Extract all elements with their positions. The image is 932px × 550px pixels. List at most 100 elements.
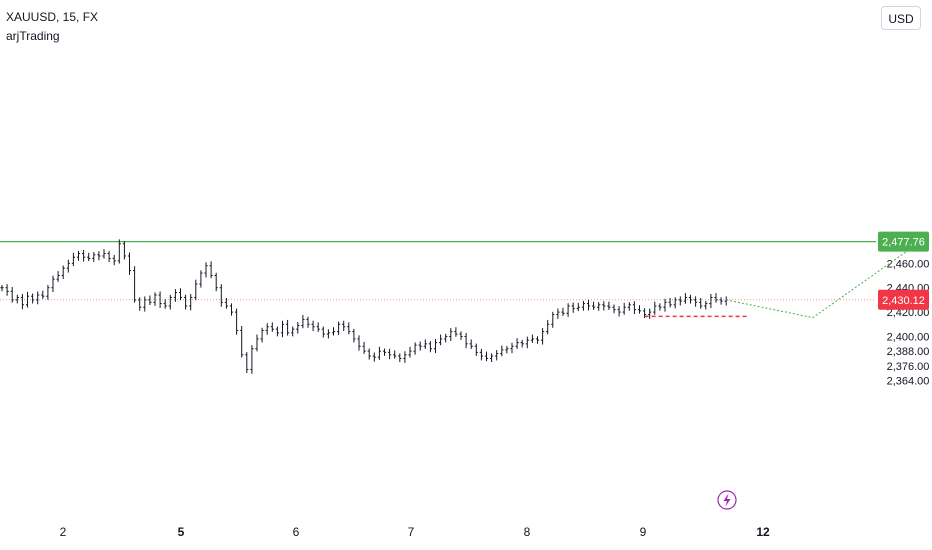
candle <box>704 300 708 310</box>
candle <box>525 336 529 349</box>
candle <box>127 252 132 276</box>
candle <box>372 352 376 362</box>
candle <box>546 319 550 335</box>
candle <box>388 348 392 360</box>
candle <box>219 284 223 307</box>
candle <box>474 343 478 356</box>
symbol-title[interactable]: XAUUSD, 15, FX <box>6 10 99 24</box>
candle <box>36 291 40 305</box>
candle <box>648 308 652 319</box>
candle <box>291 326 295 337</box>
x-tick-label: 7 <box>408 525 415 539</box>
candle <box>122 241 126 260</box>
price-axis[interactable]: 2,460.002,440.002,420.002,400.002,388.00… <box>887 258 930 387</box>
candle <box>250 345 254 374</box>
candle <box>479 348 483 361</box>
candle <box>224 297 228 309</box>
candle <box>352 328 356 343</box>
candle <box>82 250 86 262</box>
candle <box>337 321 341 336</box>
current-price-tag-box <box>878 289 929 310</box>
candle <box>265 323 269 335</box>
candle <box>454 327 458 337</box>
candle <box>658 303 662 311</box>
candle <box>347 322 351 335</box>
candle <box>311 320 315 332</box>
candle <box>433 339 438 354</box>
candle <box>581 300 585 311</box>
time-axis[interactable]: 2 5 6 7 8 9 12 <box>60 525 770 539</box>
candle <box>719 297 723 305</box>
candle <box>331 327 336 336</box>
candle <box>459 331 463 341</box>
candle <box>46 285 50 300</box>
candle <box>576 302 580 312</box>
y-tick-label: 2,376.00 <box>887 361 930 373</box>
current-price-tag-text: 2,430.12 <box>882 295 925 307</box>
candle <box>357 335 361 351</box>
candle <box>561 307 565 317</box>
candle <box>678 296 682 306</box>
candle <box>627 302 631 311</box>
candle <box>586 300 591 311</box>
candle <box>20 293 24 310</box>
candle <box>683 293 687 304</box>
candle <box>643 308 647 319</box>
candle <box>541 328 545 345</box>
candle <box>15 294 19 304</box>
candle <box>245 352 249 373</box>
candle <box>694 296 698 307</box>
candle <box>403 351 407 363</box>
candle <box>668 297 672 308</box>
candle <box>500 345 504 357</box>
x-tick-label: 2 <box>60 525 67 539</box>
candle <box>87 252 91 262</box>
candle <box>204 262 208 278</box>
y-tick-label: 2,388.00 <box>887 346 930 358</box>
candle <box>148 295 152 306</box>
candle <box>31 293 35 304</box>
candle <box>699 297 703 309</box>
candle <box>515 338 519 349</box>
candle <box>484 351 489 362</box>
candle <box>709 293 713 308</box>
candle <box>107 250 111 262</box>
candle <box>280 320 285 338</box>
candle <box>209 261 213 279</box>
candle <box>418 341 422 351</box>
candle <box>510 342 514 354</box>
candle <box>342 320 346 332</box>
candle <box>556 308 560 319</box>
lightning-icon[interactable] <box>717 490 737 510</box>
candle <box>112 254 116 266</box>
candle <box>235 308 239 335</box>
candle <box>653 301 657 315</box>
candle <box>490 353 494 362</box>
candle <box>51 275 55 293</box>
author-name[interactable]: arjTrading <box>6 29 60 43</box>
candle <box>612 304 616 314</box>
y-tick-label: 2,420.00 <box>887 307 930 319</box>
candle <box>25 291 30 308</box>
candle <box>362 341 366 354</box>
candle <box>428 341 432 353</box>
target-price-tag: 2,477.76 <box>878 231 929 252</box>
projection-line <box>726 237 926 319</box>
candle <box>673 297 677 309</box>
candlestick-series <box>0 239 728 374</box>
candle <box>464 332 468 349</box>
candle <box>0 285 4 292</box>
candle <box>189 293 193 311</box>
candle <box>178 288 183 301</box>
candle <box>270 322 274 332</box>
currency-button[interactable]: USD <box>881 6 921 30</box>
candle <box>469 339 473 349</box>
candle <box>306 316 310 328</box>
candle <box>632 301 636 315</box>
candle <box>286 319 290 336</box>
candle <box>530 334 534 343</box>
target-price-tag-text: 2,477.76 <box>882 237 925 249</box>
candle <box>173 289 177 302</box>
